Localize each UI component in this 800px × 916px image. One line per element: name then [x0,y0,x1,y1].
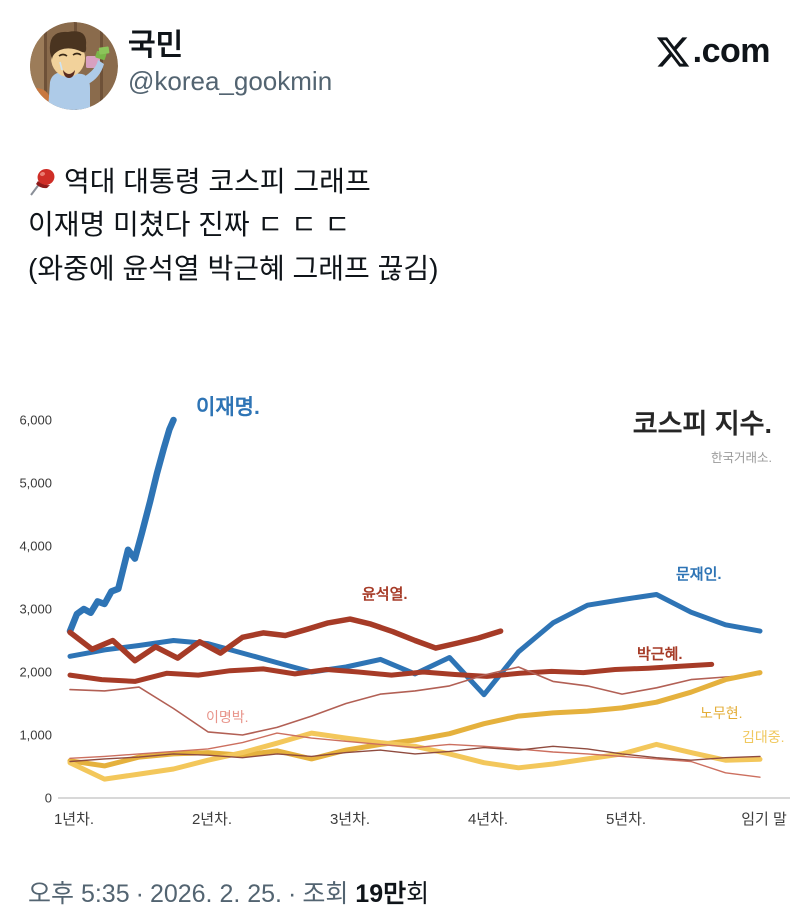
chart-subtitle: 한국거래소. [711,451,772,465]
x-tick-label: 3년차. [330,811,370,828]
pushpin-icon [28,166,60,198]
series-label-김대중: 김대중. [742,729,785,745]
meta-separator: · [288,880,297,908]
tweet-line-3: (와중에 윤석열 박근혜 그래프 끊김) [28,252,439,284]
tweet-line-1: 역대 대통령 코스피 그래프 [64,166,371,197]
y-tick-label: 2,000 [19,665,52,680]
series-line-이명박 [69,666,761,736]
display-name[interactable]: 국민 [128,29,184,62]
date-text: 2026. 2. 25. [149,880,282,908]
x-logo-icon [656,36,689,67]
series-line-김대중 [67,730,763,782]
y-tick-label: 3,000 [19,602,52,617]
y-tick-label: 4,000 [19,539,52,554]
avatar[interactable] [30,22,118,110]
meta-separator: · [135,880,144,908]
kospi-chart-svg: 코스피 지수. 한국거래소. 0 1,000 2,000 3,000 4,000 5,000 6… [19,396,790,828]
series-line-이재명 [66,416,177,635]
tweet-line-2: 이재명 미쳤다 진짜 ㄷ ㄷ ㄷ [28,209,351,241]
tweet-meta: 오후 5:35 · 2026. 2. 25. · 조회 19만회 [28,874,772,910]
kospi-chart: 코스피 지수. 한국거래소. 0 1,000 2,000 3,000 4,000 5,000 6… [0,386,800,856]
series-line-문재인 [67,592,763,698]
y-tick-label: 1,000 [19,728,52,743]
x-tick-label: 1년차. [54,811,94,828]
series-label-이재명: 이재명. [196,396,260,419]
tweet-text: 역대 대통령 코스피 그래프 이재명 미쳤다 진짜 ㄷ ㄷ ㄷ (와중에 윤석열… [28,160,772,290]
series-line [69,732,761,778]
series-label-윤석열: 윤석열. [362,585,408,603]
series-line-윤석열 [67,616,504,664]
series-line-박근혜 [67,661,715,684]
series-line-노무현 [67,670,763,769]
views-label: 조회 [302,880,349,908]
avatar-cartoon [30,22,118,110]
views-count: 19만 [355,880,407,908]
y-tick-label: 0 [45,791,52,806]
watermark-suffix: .com [692,32,771,70]
watermark: .com [655,32,771,71]
y-tick-label: 6,000 [19,413,52,428]
series-label-노무현: 노무현. [700,705,743,721]
series-label-이명박: 이명박. [206,709,249,725]
x-tick-label: 5년차. [606,811,646,828]
series-label-박근혜: 박근혜. [637,646,683,663]
views-unit: 회 [406,880,430,908]
series-label-문재인: 문재인. [676,565,722,583]
x-tick-label: 4년차. [468,811,508,828]
x-tick-label: 2년차. [192,811,232,828]
user-handle[interactable]: @korea_gookmin [128,66,333,96]
time-text: 오후 5:35 [28,880,130,908]
x-tick-label: 임기 말 [741,811,787,828]
tweet-header: 국민 @korea_gookmin .com [28,20,772,120]
y-tick-label: 5,000 [19,476,52,491]
series-line [69,745,761,763]
chart-title: 코스피 지수. [633,409,772,439]
